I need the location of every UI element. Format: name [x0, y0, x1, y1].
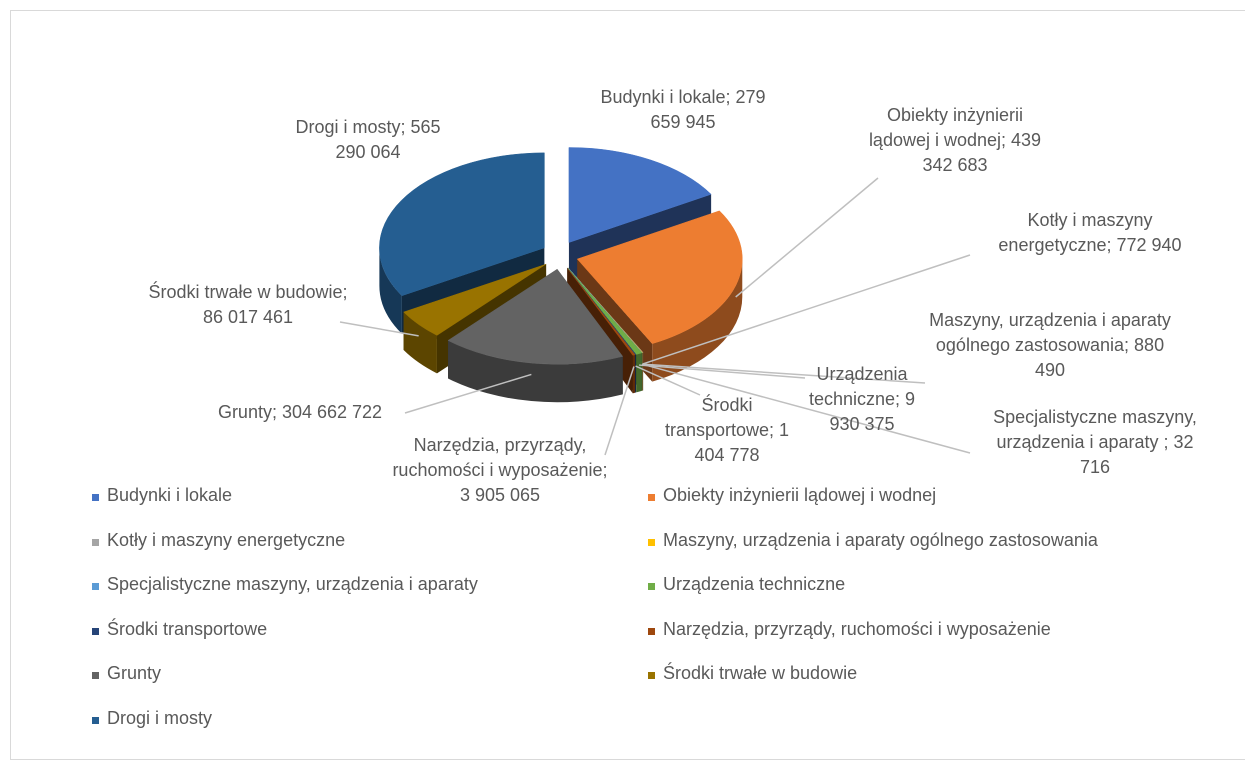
- legend-marker: [648, 539, 655, 546]
- data-label: Maszyny, urządzenia i aparaty ogólnego z…: [925, 308, 1175, 383]
- legend-label: Środki trwałe w budowie: [663, 663, 857, 684]
- legend-marker: [92, 539, 99, 546]
- legend-marker: [92, 583, 99, 590]
- data-label: Obiekty inżynierii lądowej i wodnej; 439…: [860, 103, 1050, 178]
- legend-marker: [92, 672, 99, 679]
- data-label: Budynki i lokale; 279 659 945: [593, 85, 773, 135]
- data-label: Specjalistyczne maszyny, urządzenia i ap…: [985, 405, 1205, 480]
- data-label: Drogi i mosty; 565 290 064: [283, 115, 453, 165]
- legend-label: Specjalistyczne maszyny, urządzenia i ap…: [107, 574, 478, 595]
- legend-marker: [648, 672, 655, 679]
- legend-label: Narzędzia, przyrządy, ruchomości i wypos…: [663, 619, 1051, 640]
- data-label: Środki trwałe w budowie; 86 017 461: [143, 280, 353, 330]
- legend-label: Urządzenia techniczne: [663, 574, 845, 595]
- slice-wall: [633, 355, 635, 394]
- legend-marker: [648, 628, 655, 635]
- legend-label: Kotły i maszyny energetyczne: [107, 530, 345, 551]
- legend-label: Budynki i lokale: [107, 485, 232, 506]
- data-label: Urządzenia techniczne; 9 930 375: [800, 362, 925, 437]
- data-label: Środki transportowe; 1 404 778: [657, 393, 797, 468]
- legend-label: Drogi i mosty: [107, 708, 212, 729]
- legend-marker: [92, 717, 99, 724]
- leader-line: [736, 178, 878, 297]
- slice-wall: [635, 355, 636, 393]
- legend-label: Obiekty inżynierii lądowej i wodnej: [663, 485, 936, 506]
- legend-marker: [92, 494, 99, 501]
- legend-marker: [648, 583, 655, 590]
- legend-marker: [648, 494, 655, 501]
- slice-wall: [636, 353, 641, 393]
- data-label: Narzędzia, przyrządy, ruchomości i wypos…: [385, 433, 615, 508]
- data-label: Kotły i maszyny energetyczne; 772 940: [970, 208, 1210, 258]
- legend-label: Środki transportowe: [107, 619, 267, 640]
- legend-marker: [92, 628, 99, 635]
- legend-label: Maszyny, urządzenia i aparaty ogólnego z…: [663, 530, 1098, 551]
- data-label: Grunty; 304 662 722: [170, 400, 430, 425]
- legend-label: Grunty: [107, 663, 161, 684]
